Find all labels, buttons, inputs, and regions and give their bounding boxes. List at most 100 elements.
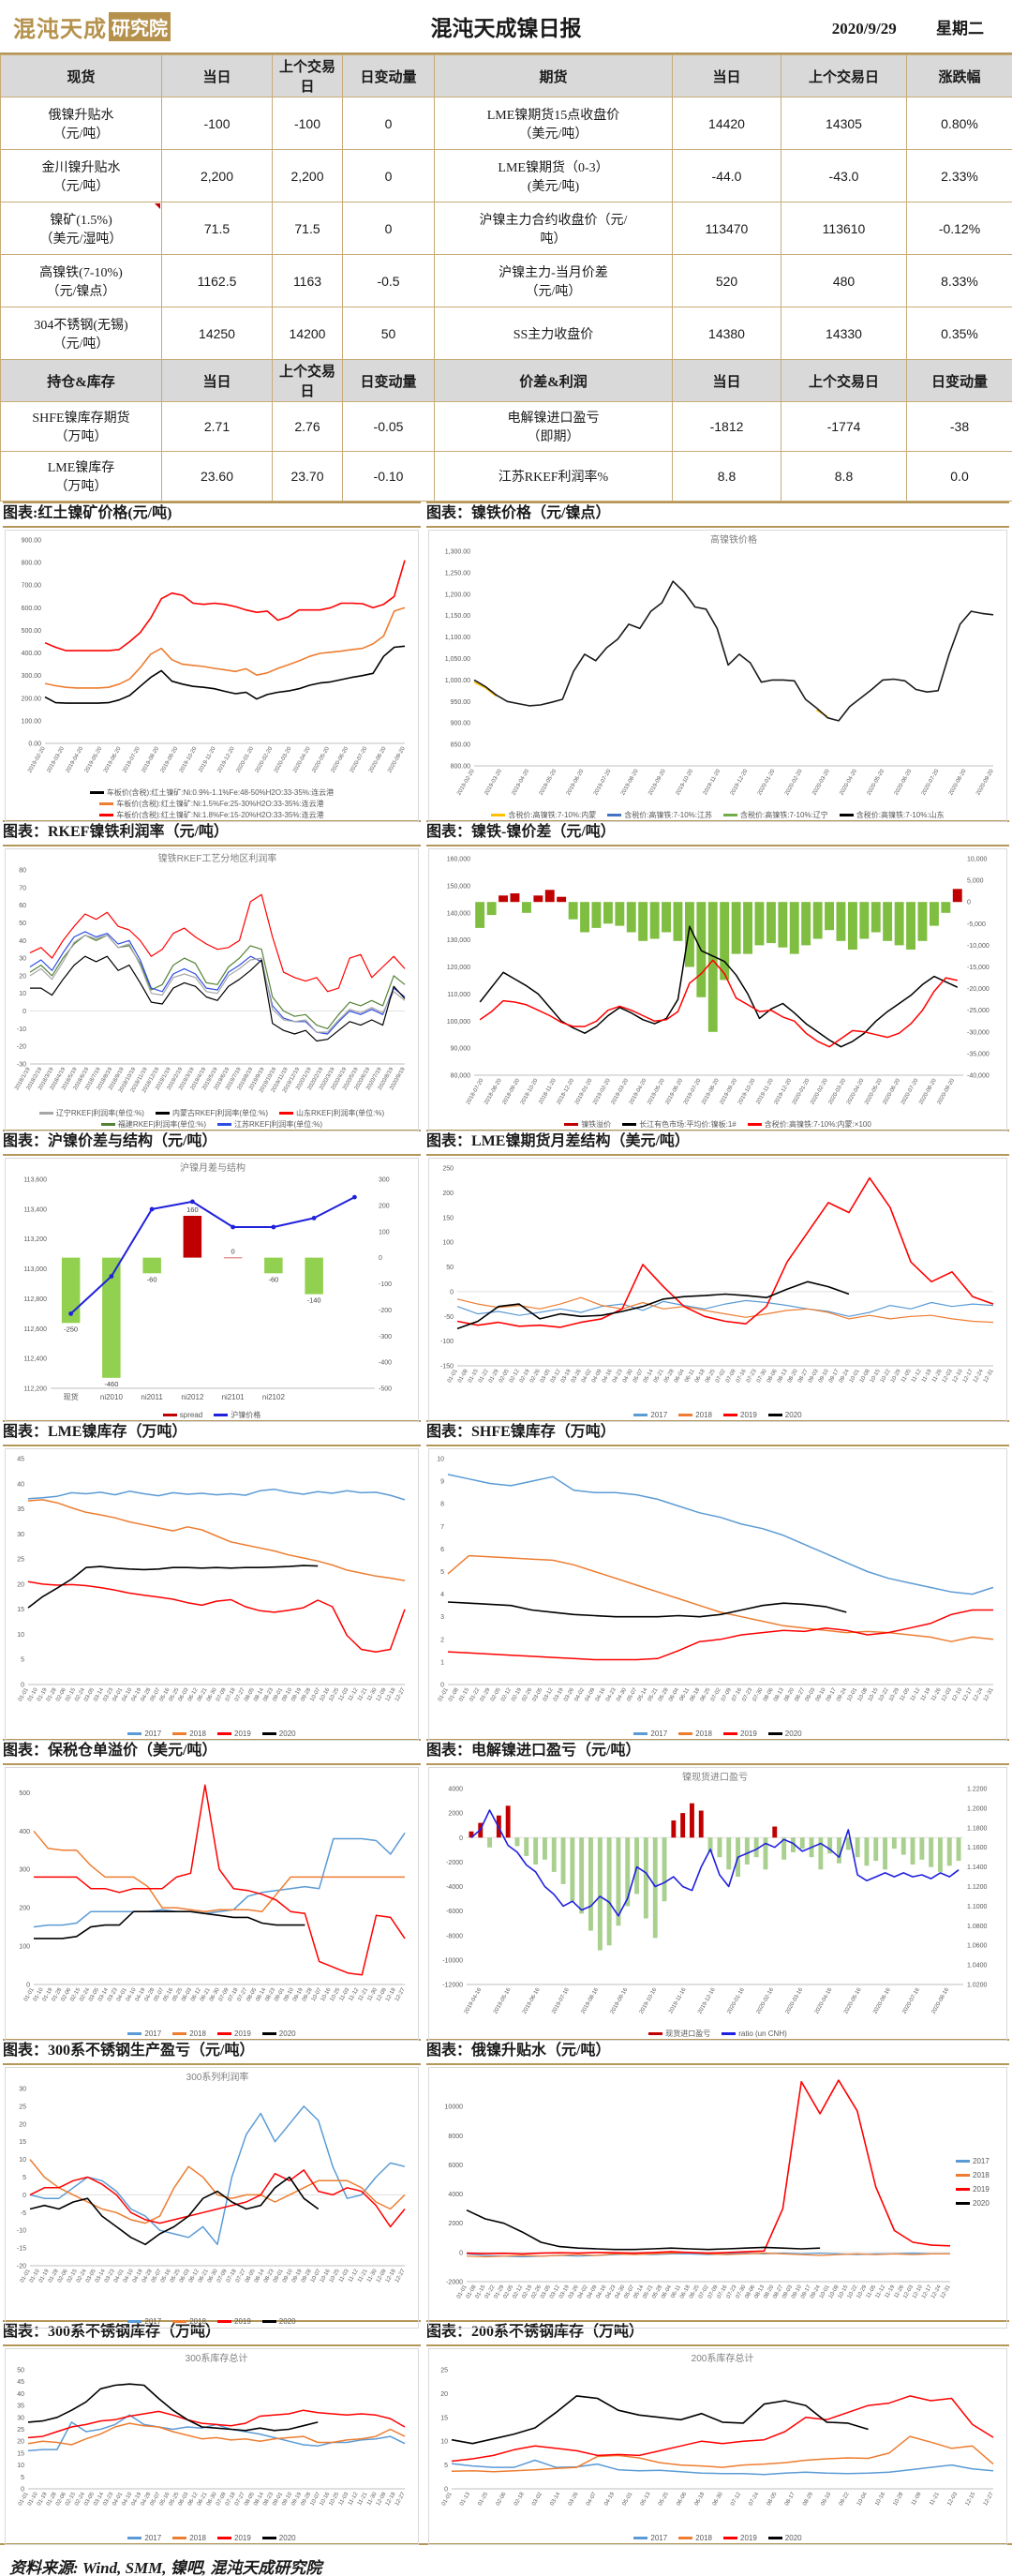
svg-text:40: 40 — [17, 2391, 24, 2398]
svg-text:50: 50 — [19, 921, 26, 927]
svg-text:ni2102: ni2102 — [262, 1393, 286, 1401]
svg-text:200: 200 — [19, 1906, 30, 1912]
svg-text:2019-04-20: 2019-04-20 — [511, 768, 530, 796]
chart-title: 图表:红土镍矿价格(元/吨) — [3, 505, 172, 521]
svg-text:2020-04-20: 2020-04-20 — [846, 1077, 866, 1105]
legend-item: 含税价:高镍铁:7-10%:内蒙 — [491, 810, 596, 820]
svg-text:110,000: 110,000 — [447, 992, 470, 998]
legend-swatch — [491, 814, 506, 816]
legend-item: 内蒙古RKEF|利润率(单位:%) — [155, 1108, 268, 1118]
legend-swatch — [956, 2160, 970, 2164]
value-cell: 0.80% — [906, 97, 1012, 150]
legend-item: 2019 — [956, 2184, 990, 2194]
value-cell: 0 — [342, 97, 435, 150]
svg-text:2019-09-20: 2019-09-20 — [160, 745, 180, 773]
svg-text:160,000: 160,000 — [447, 857, 470, 863]
column-header: 价差&利润 — [434, 359, 673, 402]
legend-item: 镍铁溢价 — [564, 1119, 611, 1130]
legend-swatch — [38, 1112, 53, 1115]
svg-text:100: 100 — [442, 1240, 454, 1247]
svg-text:2019-06-20: 2019-06-20 — [566, 768, 586, 796]
svg-text:06-06: 06-06 — [676, 2491, 688, 2507]
svg-text:400: 400 — [19, 1829, 30, 1835]
legend-item: 2018 — [678, 1729, 712, 1739]
value-cell: 50 — [342, 307, 435, 360]
svg-text:0: 0 — [459, 2250, 463, 2256]
legend-item: 2018 — [678, 2533, 712, 2543]
svg-text:850.00: 850.00 — [451, 742, 471, 749]
svg-text:2019-05-20: 2019-05-20 — [84, 745, 104, 773]
value-cell: 8.8 — [781, 451, 907, 502]
row-label: LME镍期货（0-3） (美元/吨) — [434, 149, 673, 202]
svg-text:1: 1 — [440, 1659, 444, 1666]
legend-item: 2019 — [723, 1729, 757, 1739]
legend-item: 2019 — [217, 1729, 251, 1739]
svg-text:2019-04-16: 2019-04-16 — [464, 1986, 484, 2014]
column-header: 日变动量 — [342, 54, 435, 97]
legend-swatch — [172, 2032, 187, 2035]
legend-swatch — [217, 2032, 231, 2035]
chart-nickel-pig-iron-price: 高镍铁价格 1,300.00 1,250.00 1,200.00 1,150.00 1,1… — [428, 530, 1007, 822]
legend-item: 车板价(含税):红土镍矿:Ni:1.8%Fe:15-20%H2O:33-35%:… — [99, 810, 324, 820]
logo-badge: 研究院 — [109, 11, 171, 41]
column-header: 上个交易日 — [781, 359, 907, 402]
svg-text:0: 0 — [26, 1983, 30, 1989]
svg-text:300系列利润率: 300系列利润率 — [186, 2071, 249, 2083]
svg-text:2019-02-20: 2019-02-20 — [27, 745, 47, 773]
svg-text:2020-03-16: 2020-03-16 — [785, 1986, 805, 2014]
svg-text:300系库存总计: 300系库存总计 — [186, 2352, 248, 2364]
legend-item: 2018 — [172, 1729, 206, 1739]
svg-text:113,600: 113,600 — [23, 1177, 47, 1184]
legend-swatch — [956, 2202, 970, 2206]
column-header: 上个交易日 — [272, 359, 343, 402]
svg-text:3: 3 — [440, 1614, 444, 1621]
legend-swatch — [723, 1732, 737, 1735]
legend-swatch — [162, 1414, 177, 1416]
svg-text:140,000: 140,000 — [447, 910, 470, 917]
svg-text:07-12: 07-12 — [730, 2491, 742, 2507]
logo-text: 混沌天成 — [13, 17, 107, 42]
chart-header-shfe-nickel-spread-structure: 图表：沪镍价差与结构（元/吨） — [3, 1130, 421, 1156]
value-cell: -1774 — [781, 401, 907, 452]
legend-swatch — [127, 2320, 142, 2323]
svg-text:100.00: 100.00 — [22, 718, 42, 725]
svg-text:-30: -30 — [17, 1062, 26, 1069]
svg-text:2019-11-20: 2019-11-20 — [198, 745, 217, 773]
svg-text:-20: -20 — [17, 2264, 26, 2270]
column-header: 期货 — [434, 54, 673, 97]
legend-item: 长江有色市场:平均价:镍板:1# — [622, 1119, 737, 1130]
svg-text:ni2011: ni2011 — [141, 1393, 163, 1401]
table-row: 俄镍升贴水 （元/吨） -100 -100 0 LME镍期货15点收盘价 （美元/吨） 1… — [0, 97, 1012, 150]
chart-legend: 车板价(含税):红土镍矿:Ni:0.9%-1.1%Fe:48-50%H2O:33… — [6, 787, 418, 820]
value-cell: 8.8 — [672, 451, 781, 502]
svg-text:90,000: 90,000 — [451, 1046, 471, 1053]
legend-item: 含税价:高镍铁:7-10%:辽宁 — [723, 810, 828, 820]
svg-text:25: 25 — [19, 2104, 26, 2110]
svg-text:10: 10 — [19, 2157, 26, 2164]
svg-text:-30,000: -30,000 — [967, 1029, 990, 1036]
value-cell: 71.5 — [272, 202, 343, 255]
value-cell: 14200 — [272, 307, 343, 360]
svg-text:2020-07-20: 2020-07-20 — [350, 745, 369, 773]
row-label: LME镍期货15点收盘价 （美元/吨） — [434, 97, 673, 150]
svg-text:200: 200 — [379, 1203, 390, 1209]
svg-text:0: 0 — [21, 1683, 24, 1689]
svg-text:2000: 2000 — [448, 1811, 463, 1818]
svg-text:-10: -10 — [17, 2228, 26, 2235]
legend-swatch — [172, 2320, 187, 2323]
svg-text:10,000: 10,000 — [967, 857, 988, 863]
value-cell: 0 — [342, 202, 435, 255]
legend-item: 2017 — [127, 2316, 161, 2327]
svg-text:4: 4 — [440, 1592, 444, 1598]
legend-swatch — [678, 2537, 693, 2539]
chart-npi-nickel-spread: 160,000 150,000 140,000 130,000 120,000 110,0… — [428, 848, 1007, 1131]
svg-text:12-27: 12-27 — [394, 2491, 407, 2507]
svg-text:10-04: 10-04 — [856, 2491, 869, 2507]
svg-text:160: 160 — [186, 1206, 199, 1214]
svg-text:2019-04-20: 2019-04-20 — [66, 745, 85, 773]
svg-text:ni2012: ni2012 — [181, 1393, 204, 1401]
column-header: 涨跌幅 — [906, 54, 1012, 97]
column-header: 上个交易日 — [272, 54, 343, 97]
legend-item: 2020 — [767, 2533, 802, 2543]
svg-text:2019-07-20: 2019-07-20 — [683, 1077, 703, 1105]
